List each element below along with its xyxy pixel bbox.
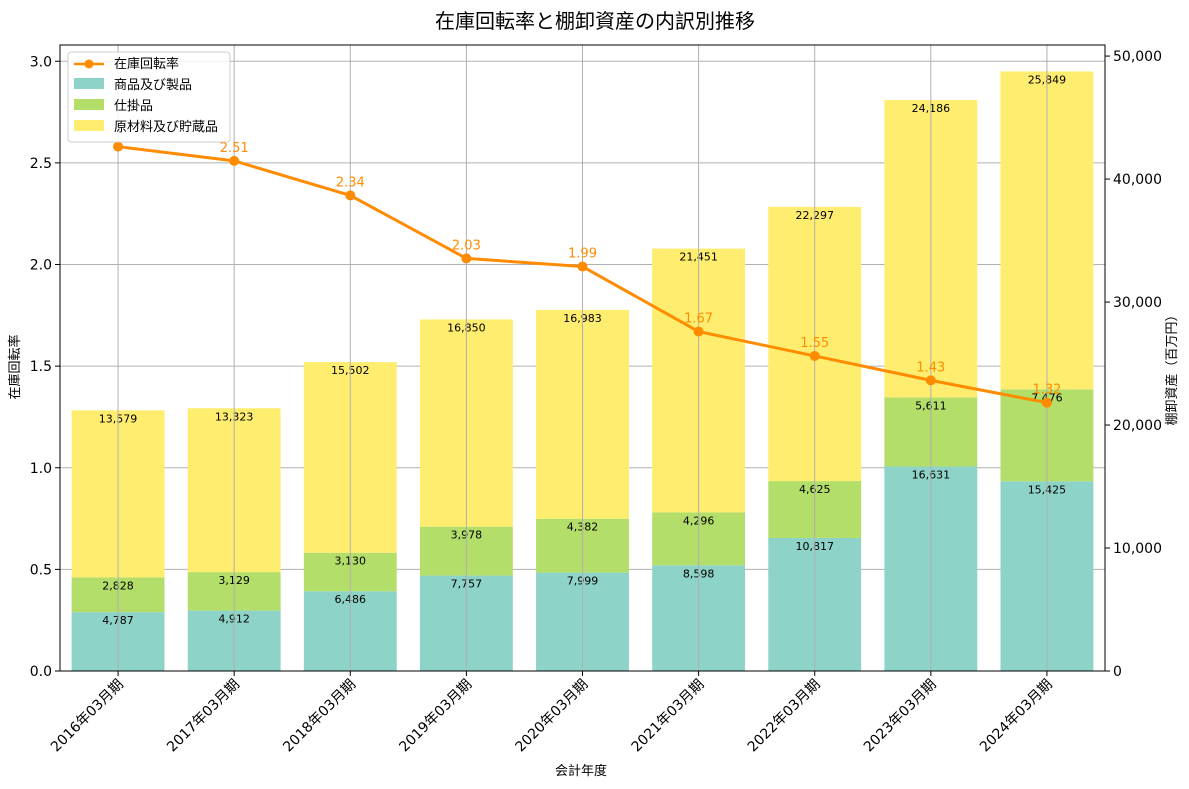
- x-tick-label: 2016年03月期: [48, 677, 127, 756]
- rate-point: [925, 375, 936, 386]
- x-tick-label: 2021年03月期: [629, 677, 708, 756]
- rate-value-label: 1.55: [800, 336, 829, 351]
- left-axis-title: 在庫回転率: [7, 334, 23, 399]
- legend-swatch-products: [74, 78, 104, 89]
- left-tick-label: 2.5: [30, 156, 52, 172]
- rate-value-label: 1.32: [1032, 383, 1061, 398]
- rate-point: [693, 326, 704, 337]
- right-axis-title: 棚卸資産（百万円）: [1164, 308, 1180, 425]
- rate-point: [113, 141, 124, 152]
- legend: 在庫回転率 商品及び製品 仕掛品 原材料及び貯蔵品: [67, 51, 231, 143]
- chart-title: 在庫回転率と棚卸資産の内訳別推移: [435, 9, 755, 33]
- left-tick-label: 1.5: [30, 359, 52, 375]
- rate-point: [577, 261, 588, 272]
- rate-point: [809, 350, 820, 361]
- x-tick-label: 2022年03月期: [745, 677, 824, 756]
- rate-value-label: 2.51: [220, 141, 249, 156]
- x-tick-label: 2018年03月期: [280, 677, 359, 756]
- legend-label-rate: 在庫回転率: [114, 56, 179, 72]
- x-tick-label: 2023年03月期: [861, 677, 940, 756]
- right-tick-label: 40,000: [1113, 172, 1162, 188]
- rate-point: [461, 253, 472, 264]
- legend-label-materials: 原材料及び貯蔵品: [114, 120, 218, 135]
- left-tick-label: 0.0: [30, 664, 52, 680]
- left-tick-label: 1.0: [30, 461, 52, 477]
- x-tick-label: 2017年03月期: [164, 677, 243, 756]
- legend-label-wip: 仕掛品: [114, 99, 153, 114]
- rate-value-label: 1.67: [684, 312, 713, 327]
- rate-point: [1041, 397, 1052, 408]
- right-tick-label: 50,000: [1113, 49, 1162, 65]
- x-axis-title: 会計年度: [555, 763, 607, 779]
- right-tick-label: 0: [1113, 664, 1122, 680]
- legend-swatch-materials: [74, 120, 104, 131]
- right-tick-label: 30,000: [1113, 295, 1162, 311]
- rate-value-label: 2.34: [336, 175, 365, 190]
- rate-point: [345, 190, 356, 201]
- legend-line-marker: [84, 59, 94, 69]
- left-tick-label: 0.5: [30, 562, 52, 578]
- left-tick-label: 3.0: [30, 54, 52, 70]
- legend-label-products: 商品及び製品: [114, 78, 192, 93]
- right-tick-label: 10,000: [1113, 541, 1162, 557]
- x-tick-label: 2020年03月期: [513, 677, 592, 756]
- legend-frame: [67, 51, 231, 143]
- x-tick-label: 2024年03月期: [977, 677, 1056, 756]
- legend-swatch-wip: [74, 99, 104, 110]
- left-tick-label: 2.0: [30, 258, 52, 274]
- rate-value-label: 1.43: [916, 360, 945, 375]
- rate-value-label: 1.99: [568, 247, 597, 262]
- rate-value-label: 2.03: [452, 238, 481, 253]
- x-tick-label: 2019年03月期: [396, 677, 475, 756]
- right-tick-label: 20,000: [1113, 418, 1162, 434]
- rate-line-layer: 2.51 2.34 2.03 1.99 1.67 1.55 1.43 1.32: [113, 45, 1061, 671]
- rate-point: [229, 155, 240, 166]
